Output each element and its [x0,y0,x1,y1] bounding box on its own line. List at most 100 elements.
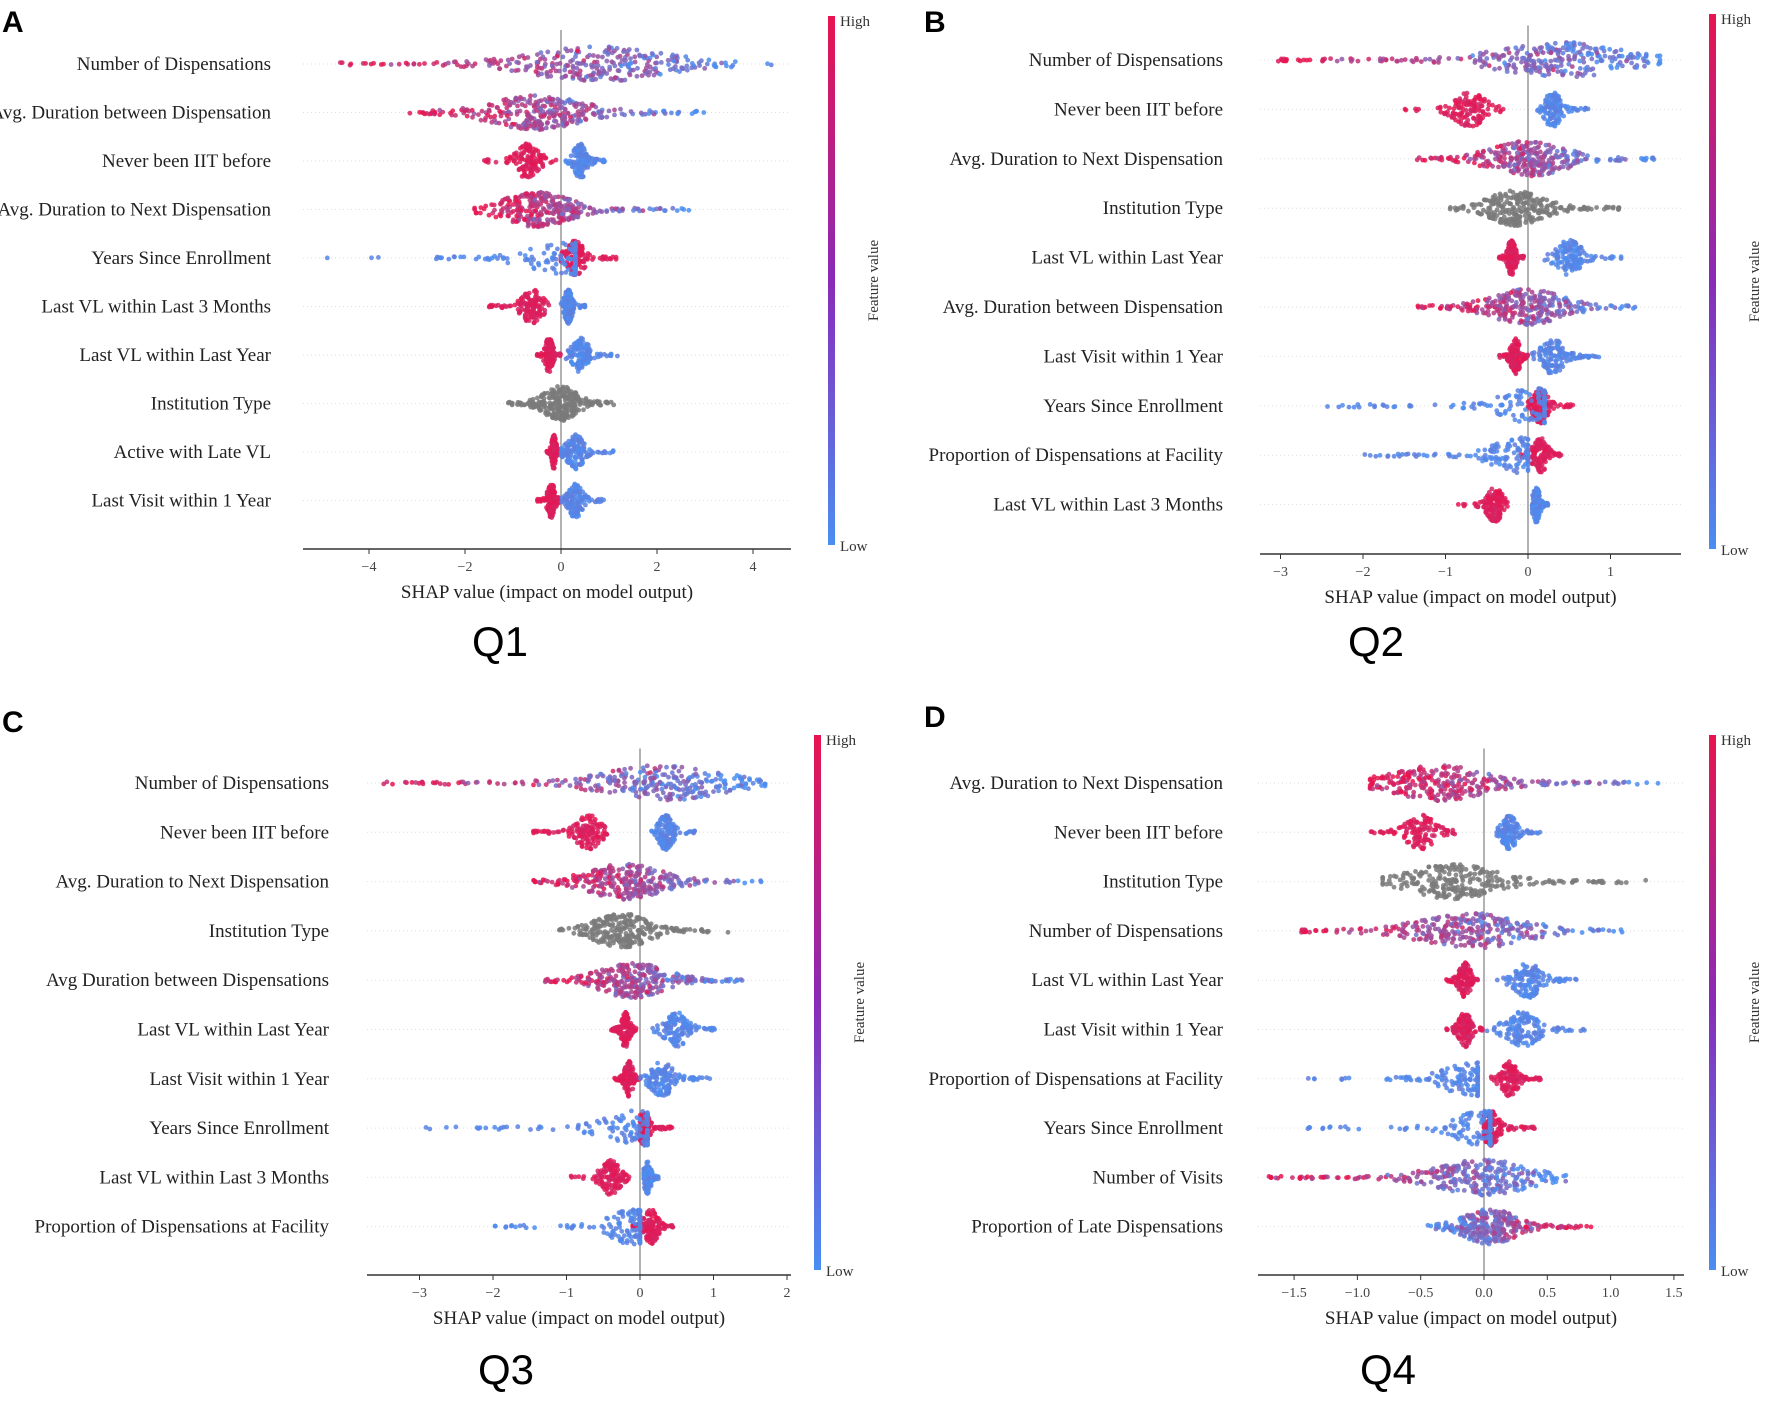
shap-point [1461,405,1467,411]
shap-point [1519,59,1524,65]
shap-point [560,454,565,460]
shap-point [547,495,553,500]
shap-point [551,447,556,453]
shap-point [1513,254,1519,259]
shap-point [1551,345,1556,351]
shap-point [1484,299,1490,304]
shap-point [1522,193,1528,199]
shap-point [491,202,497,208]
shap-point [628,60,634,66]
shap-point [487,57,493,63]
shap-point [1355,58,1361,64]
feature-row-points [505,384,617,423]
shap-point [1552,40,1558,46]
shap-point [1555,102,1561,108]
shap-point [521,172,527,178]
shap-point [530,401,535,407]
shap-point [1495,394,1501,400]
shap-point [1546,351,1552,356]
shap-point [1414,57,1420,63]
shap-point [595,54,601,59]
shap-point [1530,198,1536,204]
shap-point [1460,307,1465,313]
feature-row-points [486,287,588,326]
shap-point [562,262,568,267]
shap-point [563,504,569,509]
shap-point [612,206,618,212]
shap-point [587,205,593,211]
shap-point [1523,200,1528,206]
shap-point [1508,249,1514,255]
shap-point [591,63,597,69]
shap-point [369,255,374,261]
shap-point [1508,290,1514,296]
shap-point [517,251,523,256]
shap-point [1618,47,1624,53]
shap-point [581,407,586,413]
shap-point [567,487,573,493]
shap-point [541,207,547,212]
shap-point [1532,65,1538,70]
shap-point [571,159,577,165]
shap-point [1553,363,1559,369]
shap-point [1515,219,1521,225]
shap-point [552,104,558,110]
shap-point [525,99,531,105]
shap-point [594,499,600,504]
shap-point [1485,304,1491,310]
shap-point [506,213,511,219]
shap-point [580,157,585,163]
feature-row-points [1325,386,1576,426]
shap-point [587,447,592,452]
feature-label: Last VL within Last Year [79,345,271,366]
shap-point [669,110,674,116]
shap-point [572,153,578,159]
shap-point [602,256,608,262]
shap-point [581,77,587,83]
shap-point [587,44,593,50]
shap-point [1569,64,1575,69]
shap-point [1570,151,1576,157]
shap-point [1533,404,1539,409]
shap-point [1467,156,1473,162]
shap-point [472,205,477,211]
shap-point [513,68,519,73]
shap-point [451,254,457,259]
shap-point [492,117,497,123]
shap-point [1572,160,1578,166]
shap-point [1547,92,1552,98]
shap-point [1542,420,1547,426]
shap-point [613,254,619,260]
shap-point [1514,56,1520,61]
shap-point [1543,142,1549,148]
shap-point [574,72,580,77]
shap-point [547,96,553,102]
shap-point [523,300,528,306]
shap-point [644,62,650,67]
shap-point [719,60,724,66]
shap-point [1557,117,1562,123]
shap-point [1561,308,1566,314]
shap-point [538,352,544,357]
shap-point [518,151,524,156]
shap-point [324,255,330,261]
shap-point [1481,51,1486,57]
shap-point [623,57,628,63]
shap-point [1657,60,1663,66]
shap-point [1453,100,1459,106]
shap-point [508,124,514,130]
shap-point [1542,413,1547,419]
shap-point [1575,355,1581,361]
shap-point [548,338,554,343]
shap-point [1334,58,1340,64]
shap-point [638,110,644,116]
shap-point [1511,211,1517,217]
shap-point [1585,207,1590,213]
shap-point [568,400,574,406]
shap-point [524,317,529,323]
shap-point [1402,106,1408,112]
shap-point [507,154,513,160]
shap-point [1537,294,1543,300]
shap-point [536,159,542,165]
shap-point [488,302,494,308]
